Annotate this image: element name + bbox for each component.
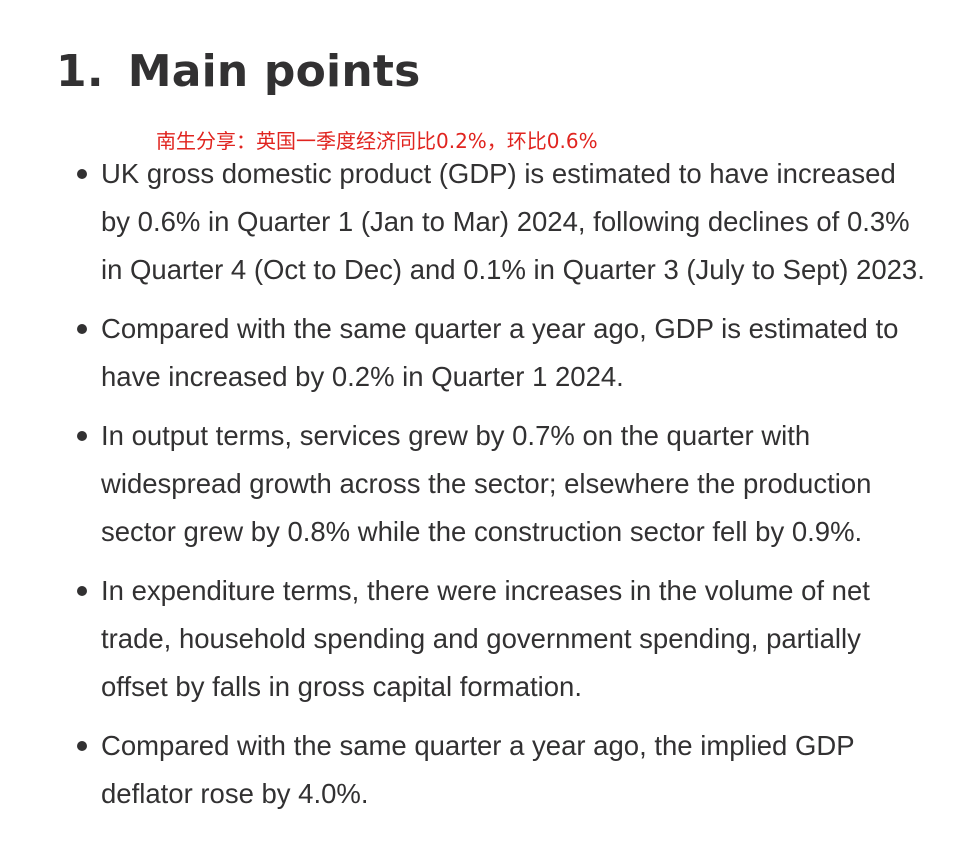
bullet-icon	[77, 586, 87, 596]
bullet-icon	[77, 431, 87, 441]
bullet-icon	[77, 169, 87, 179]
main-points-list: UK gross domestic product (GDP) is estim…	[0, 150, 960, 829]
section-heading: 1. Main points	[56, 42, 421, 102]
point-text: Compared with the same quarter a year ag…	[101, 313, 899, 392]
point-text: UK gross domestic product (GDP) is estim…	[101, 158, 925, 285]
list-item: UK gross domestic product (GDP) is estim…	[0, 150, 931, 294]
list-item: In expenditure terms, there were increas…	[0, 567, 931, 711]
point-text: In output terms, services grew by 0.7% o…	[101, 420, 872, 547]
list-item: In output terms, services grew by 0.7% o…	[0, 412, 931, 556]
point-text: In expenditure terms, there were increas…	[101, 575, 870, 702]
bullet-icon	[77, 324, 87, 334]
bullet-icon	[77, 741, 87, 751]
point-text: Compared with the same quarter a year ag…	[101, 730, 855, 809]
list-item: Compared with the same quarter a year ag…	[0, 722, 931, 818]
list-item: Compared with the same quarter a year ag…	[0, 305, 931, 401]
section-number: 1.	[56, 46, 104, 97]
section-title: Main points	[127, 46, 421, 97]
overlay-annotation: 南生分享：英国一季度经济同比0.2%，环比0.6%	[156, 129, 598, 153]
